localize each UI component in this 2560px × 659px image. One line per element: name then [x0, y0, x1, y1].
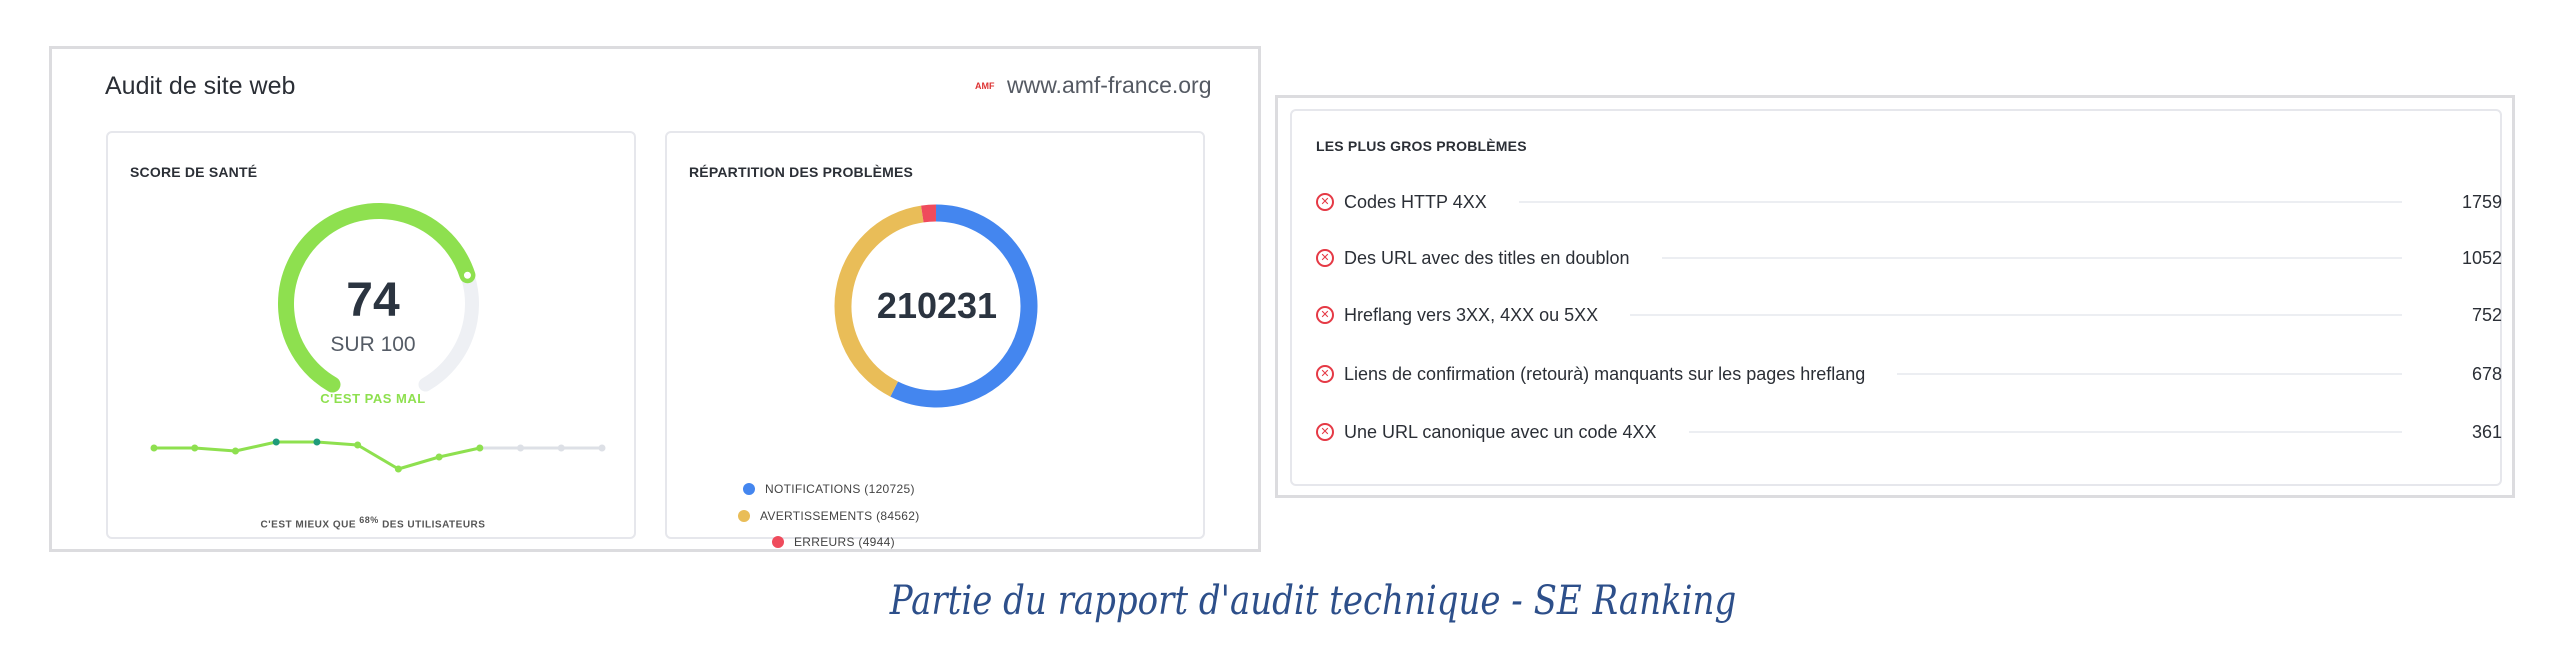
score-out-of: SUR 100	[330, 333, 416, 356]
error-circle-x-icon: ✕	[1316, 249, 1334, 267]
divider	[1661, 257, 2402, 259]
user-comparison: C'EST MIEUX QUE 68% DES UTILISATEURS	[108, 515, 638, 530]
comparison-suffix: DES UTILISATEURS	[378, 519, 486, 531]
trend-segment	[397, 455, 440, 471]
issue-count: 1759	[2461, 191, 2502, 212]
top-issues-card	[1290, 109, 2502, 486]
donut-slice	[921, 204, 937, 223]
trend-point	[231, 447, 239, 455]
issue-label: Hreflang vers 3XX, 4XX ou 5XX	[1344, 304, 1599, 325]
legend-warnings[interactable]: AVERTISSEMENTS (84562)	[738, 509, 920, 523]
issue-row[interactable]: ✕ Hreflang vers 3XX, 4XX ou 5XX 752	[1316, 303, 2502, 327]
trend-point	[150, 444, 158, 452]
trend-point	[272, 438, 280, 446]
amf-logo-icon: AMF	[975, 80, 995, 91]
issue-count: 361	[2471, 421, 2502, 442]
trend-point	[435, 453, 443, 461]
issue-count: 678	[2471, 363, 2502, 384]
score-verdict: C'EST PAS MAL	[320, 391, 426, 406]
gauge-fill	[278, 203, 476, 393]
error-circle-x-icon: ✕	[1316, 423, 1334, 441]
trend-point	[313, 438, 321, 446]
divider	[1518, 201, 2402, 203]
legend-label: ERREURS (4944)	[794, 535, 895, 549]
legend-dot-icon	[743, 483, 755, 495]
problems-heading: RÉPARTITION DES PROBLÈMES	[689, 164, 914, 180]
issue-row[interactable]: ✕ Une URL canonique avec un code 4XX 361	[1316, 420, 2502, 444]
gauge-end-marker	[460, 268, 474, 282]
trend-segment	[356, 443, 400, 471]
trend-point	[191, 444, 199, 452]
figure-caption: Partie du rapport d'audit technique - SE…	[889, 578, 1737, 624]
donut-slice	[834, 205, 924, 397]
site-domain[interactable]: AMF www.amf-france.org	[975, 72, 1212, 99]
legend-errors[interactable]: ERREURS (4944)	[772, 535, 895, 549]
issue-label: Une URL canonique avec un code 4XX	[1344, 421, 1657, 442]
issue-row[interactable]: ✕ Codes HTTP 4XX 1759	[1316, 190, 2502, 214]
divider	[1688, 431, 2402, 433]
top-issues-heading: LES PLUS GROS PROBLÈMES	[1316, 138, 1527, 154]
trend-point	[476, 444, 484, 452]
issue-label: Liens de confirmation (retourà) manquant…	[1344, 363, 1866, 384]
trend-point	[598, 444, 606, 452]
domain-text: www.amf-france.org	[1007, 72, 1212, 98]
score-value: 74	[346, 274, 400, 327]
problems-total: 210231	[876, 285, 998, 326]
legend-notifications[interactable]: NOTIFICATIONS (120725)	[743, 482, 915, 496]
issue-row[interactable]: ✕ Des URL avec des titles en doublon 1052	[1316, 246, 2502, 270]
issue-label: Des URL avec des titles en doublon	[1344, 247, 1630, 268]
error-circle-x-icon: ✕	[1316, 365, 1334, 383]
trend-point	[557, 444, 565, 452]
legend-dot-icon	[772, 536, 784, 548]
health-score-card: SCORE DE SANTÉ 74 SUR 100 C'EST PAS MAL …	[106, 131, 636, 539]
issue-count: 752	[2471, 304, 2502, 325]
trend-point	[394, 465, 402, 473]
donut-slice	[890, 204, 1038, 408]
panel-title: Audit de site web	[105, 72, 296, 100]
error-circle-x-icon: ✕	[1316, 193, 1334, 211]
divider	[1630, 314, 2402, 316]
error-circle-x-icon: ✕	[1316, 306, 1334, 324]
legend-dot-icon	[738, 510, 750, 522]
issue-row[interactable]: ✕ Liens de confirmation (retourà) manquan…	[1316, 362, 2502, 386]
issue-count: 1052	[2461, 247, 2502, 268]
issue-label: Codes HTTP 4XX	[1344, 191, 1487, 212]
problems-donut	[834, 204, 1038, 408]
problems-breakdown-card: RÉPARTITION DES PROBLÈMES 210231	[665, 131, 1205, 539]
score-trend-chart	[150, 438, 606, 473]
trend-point	[517, 444, 525, 452]
legend-label: NOTIFICATIONS (120725)	[765, 482, 915, 496]
trend-segment	[194, 446, 236, 453]
health-score-heading: SCORE DE SANTÉ	[130, 164, 258, 180]
trend-point	[354, 441, 362, 449]
trend-segment	[316, 440, 358, 447]
legend-label: AVERTISSEMENTS (84562)	[760, 509, 920, 523]
health-gauge	[150, 203, 606, 473]
comparison-percent: 68%	[359, 515, 379, 525]
comparison-prefix: C'EST MIEUX QUE	[260, 519, 360, 531]
trend-segment	[235, 440, 277, 453]
divider	[1897, 373, 2402, 375]
trend-segment	[438, 446, 481, 459]
